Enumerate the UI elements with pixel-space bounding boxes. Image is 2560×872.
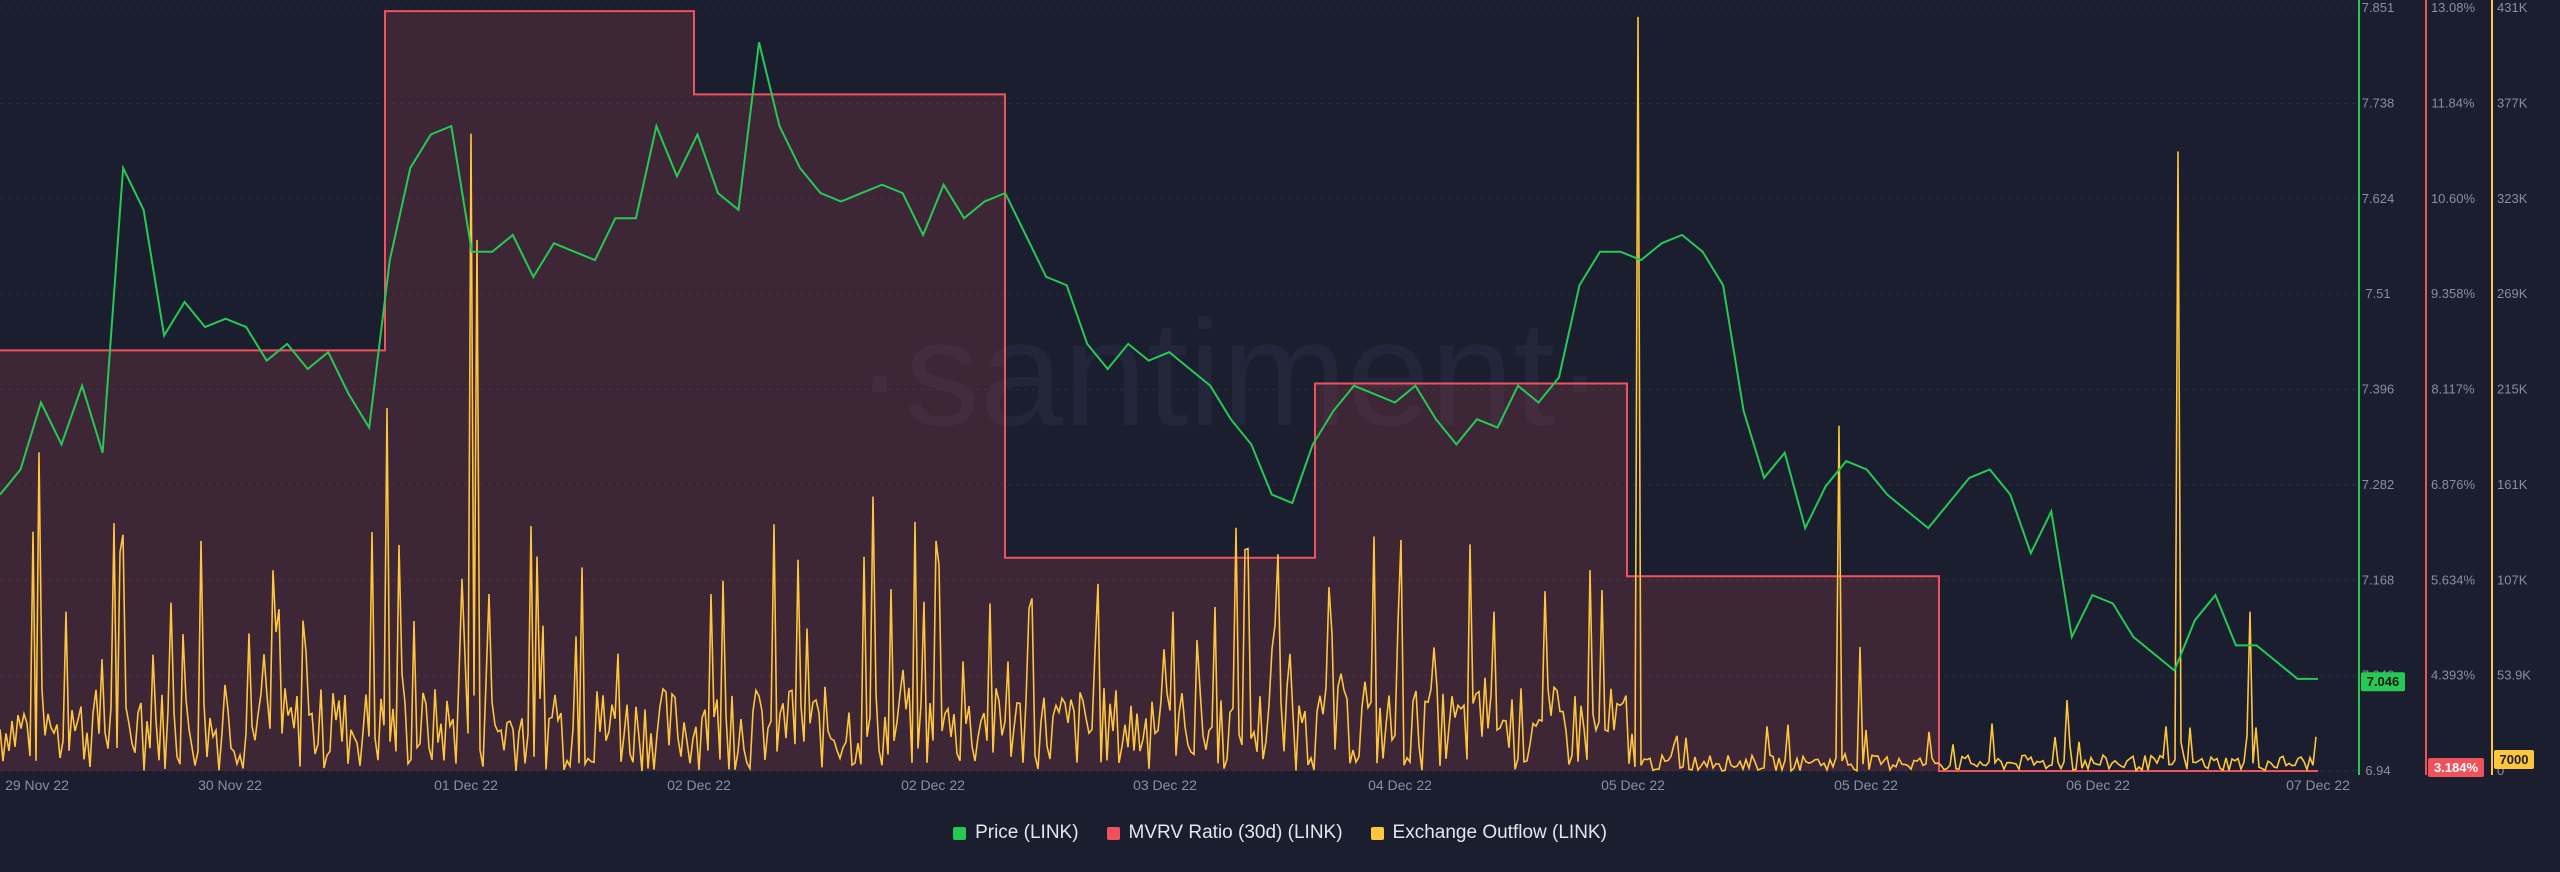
legend-swatch-price <box>953 826 967 840</box>
legend-item-mvrv[interactable]: MVRV Ratio (30d) (LINK) <box>1106 822 1343 844</box>
outflow-series <box>0 16 2317 773</box>
price-current-label: 7.046 <box>2367 674 2400 689</box>
mvrv-area-fill <box>0 11 2318 772</box>
mvrv-tick-label: 5.634% <box>2431 572 2476 587</box>
legend-label-price: Price (LINK) <box>975 822 1079 843</box>
legend: Price (LINK) MVRV Ratio (30d) (LINK) Exc… <box>0 818 2560 848</box>
mvrv-tick-label: 13.08% <box>2431 0 2476 15</box>
legend-label-outflow: Exchange Outflow (LINK) <box>1392 822 1607 843</box>
x-tick-label: 05 Dec 22 <box>1834 777 1898 793</box>
price-tick-label: 7.168 <box>2362 572 2395 587</box>
outflow-line <box>0 16 2317 773</box>
outflow-tick-label: 215K <box>2497 382 2528 397</box>
axes: 7.851 7.738 7.624 7.51 7.396 7.282 7.168 7.046 6… <box>2358 0 2534 778</box>
mvrv-tick-label: 8.117% <box>2431 382 2475 397</box>
grid-lines <box>0 7 2355 772</box>
x-tick-label: 06 Dec 22 <box>2066 777 2130 793</box>
mvrv-current-label: 3.184% <box>2434 760 2479 775</box>
legend-item-price[interactable]: Price (LINK) <box>953 822 1079 844</box>
price-tick-label: 7.738 <box>2362 95 2395 110</box>
watermark: ·santiment· <box>855 289 1605 457</box>
x-tick-label: 30 Nov 22 <box>198 777 262 793</box>
mvrv-tick-label: 11.84% <box>2431 95 2475 110</box>
legend-swatch-mvrv <box>1106 826 1120 840</box>
mvrv-series <box>0 10 2318 772</box>
outflow-tick-label: 0 <box>2497 763 2504 778</box>
mvrv-tick-label: 10.60% <box>2431 191 2476 206</box>
legend-label-mvrv: MVRV Ratio (30d) (LINK) <box>1128 822 1343 843</box>
outflow-current-label-bg <box>2494 750 2534 769</box>
outflow-tick-label: 431K <box>2497 0 2528 15</box>
x-tick-label: 02 Dec 22 <box>901 777 965 793</box>
outflow-tick-label: 161K <box>2497 477 2528 492</box>
outflow-tick-label: 53.9K <box>2497 668 2531 683</box>
legend-swatch-outflow <box>1370 826 1384 840</box>
x-tick-label: 01 Dec 22 <box>434 777 498 793</box>
x-tick-label: 02 Dec 22 <box>667 777 731 793</box>
x-tick-label: 05 Dec 22 <box>1601 777 1665 793</box>
mvrv-current-label-bg <box>2428 758 2484 777</box>
outflow-tick-label: 377K <box>2497 95 2528 110</box>
mvrv-tick-label: 6.876% <box>2431 477 2476 492</box>
x-axis: 29 Nov 22 30 Nov 22 01 Dec 22 02 Dec 22 02 D… <box>5 777 2350 793</box>
price-tick-label: 7.51 <box>2365 286 2390 301</box>
price-tick-label: 7.851 <box>2362 0 2395 15</box>
price-tick-label: 6.94 <box>2365 763 2390 778</box>
mvrv-tick-label: 4.393% <box>2431 668 2476 683</box>
mvrv-step-line <box>0 10 2318 772</box>
price-tick-label: 7.624 <box>2362 191 2395 206</box>
price-current-label-bg <box>2361 672 2405 692</box>
price-tick-label: 7.282 <box>2362 477 2395 492</box>
x-tick-label: 04 Dec 22 <box>1368 777 1432 793</box>
x-tick-label: 03 Dec 22 <box>1133 777 1197 793</box>
outflow-tick-label: 323K <box>2497 191 2528 206</box>
outflow-tick-label: 269K <box>2497 286 2528 301</box>
outflow-current-label: 7000 <box>2500 752 2529 767</box>
legend-item-outflow[interactable]: Exchange Outflow (LINK) <box>1370 822 1607 844</box>
outflow-tick-label: 107K <box>2497 572 2528 587</box>
x-tick-label: 29 Nov 22 <box>5 777 69 793</box>
x-tick-label: 07 Dec 22 <box>2286 777 2350 793</box>
price-line <box>0 42 2318 680</box>
price-series <box>0 42 2318 680</box>
price-tick-label: 7.396 <box>2362 382 2395 397</box>
mvrv-tick-label: 9.358% <box>2431 286 2476 301</box>
